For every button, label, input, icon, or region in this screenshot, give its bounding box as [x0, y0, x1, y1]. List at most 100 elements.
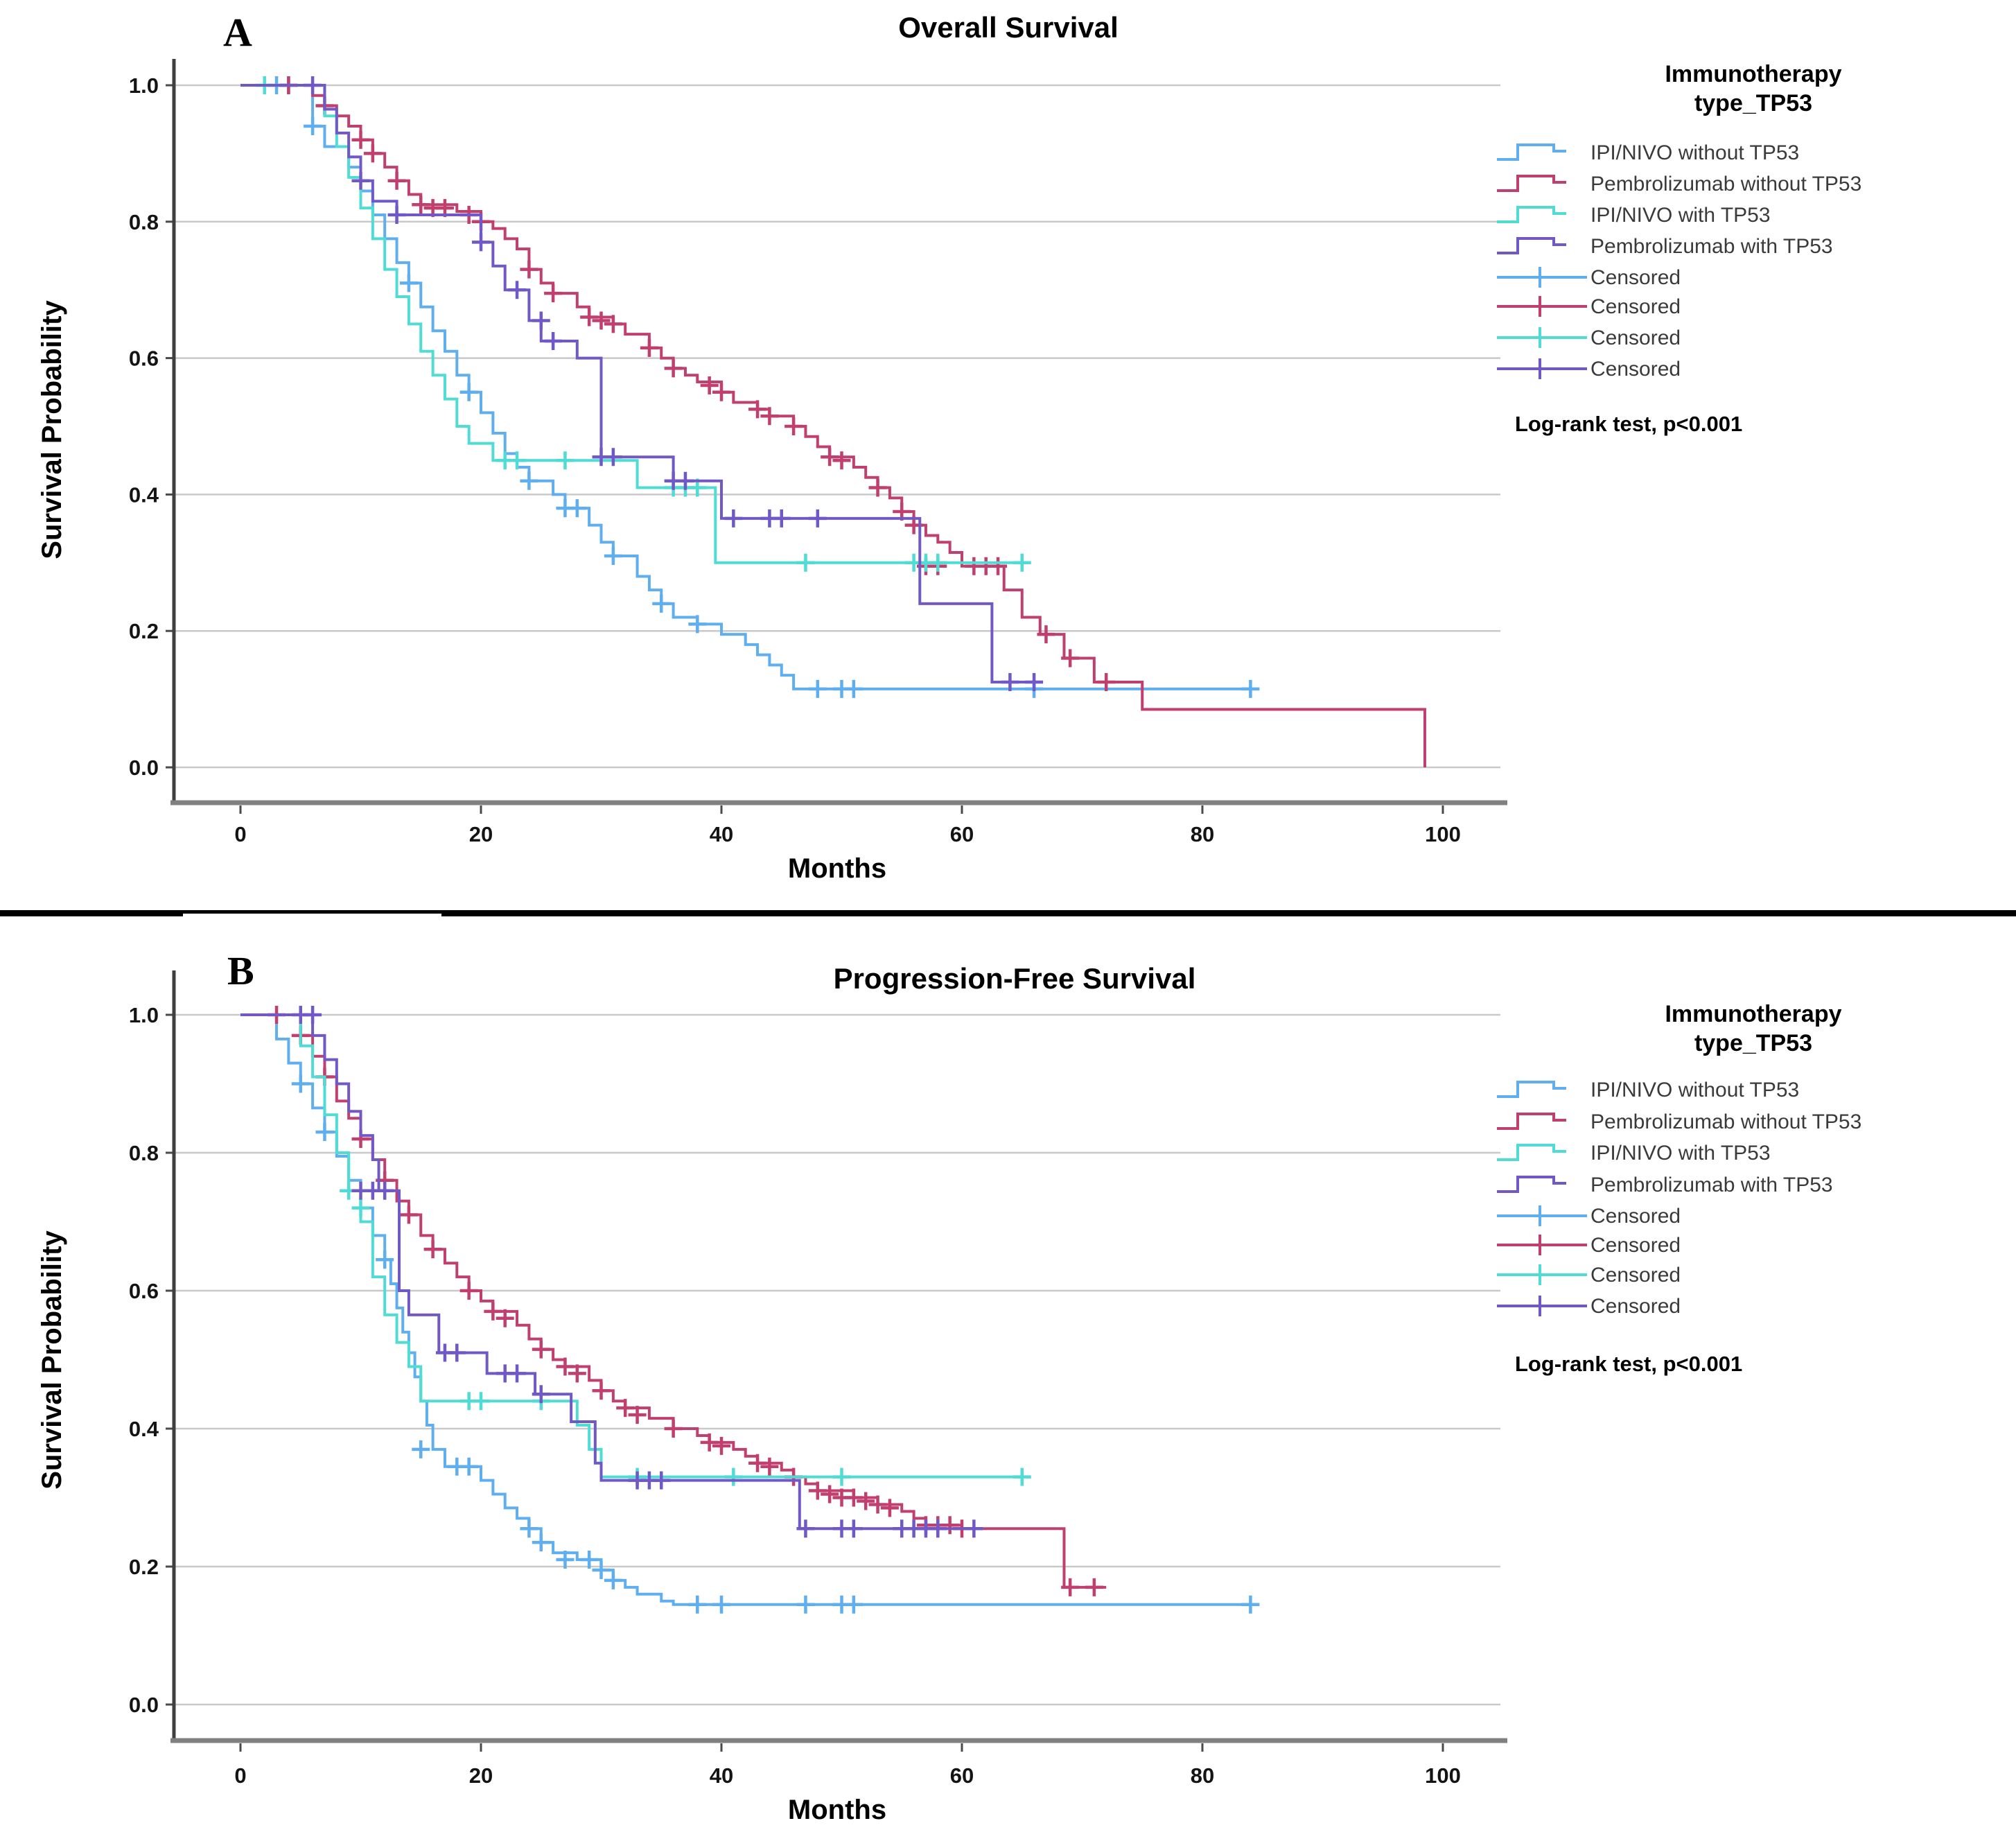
- censor-mark: [940, 1516, 959, 1535]
- censor-mark: [712, 1436, 730, 1455]
- legend-item-label: Censored: [1590, 295, 1681, 318]
- censor-mark: [544, 332, 563, 350]
- censor-mark: [676, 471, 694, 490]
- censor-mark: [844, 1488, 863, 1507]
- censor-marks-ipi-nivo-without-tp53: [291, 1074, 1260, 1614]
- censor-mark: [423, 1240, 442, 1259]
- km-curve-ipi-nivo-without-tp53: [240, 1013, 1251, 1606]
- censor-mark: [544, 284, 563, 303]
- censor-mark: [580, 1551, 599, 1569]
- censor-mark: [844, 1519, 863, 1538]
- censor-mark: [844, 679, 863, 698]
- x-tick-label: 0: [234, 1763, 246, 1788]
- x-tick-label: 100: [1425, 1763, 1461, 1788]
- panel-b-title: Progression-Free Survival: [834, 962, 1196, 995]
- panel-overall-survival: 1.0 0.8 0.6 0.4 0.2 0.0 0 20 40 60 80 100 A Overall…: [37, 10, 1861, 884]
- legend-item: Censored: [1497, 1205, 1681, 1228]
- km-curve-pembrolizumab-without-tp53: [240, 1013, 1107, 1589]
- x-tick-label: 40: [710, 1763, 733, 1788]
- legend-item: Censored: [1497, 1234, 1681, 1257]
- legend-item-label: Censored: [1590, 266, 1681, 289]
- y-tick-label: 1.0: [129, 1003, 159, 1027]
- censor-mark: [1097, 673, 1116, 691]
- panel-b-ylabel: Survival Probability: [37, 1230, 67, 1490]
- legend-b-title-line1: Immunotherapy: [1665, 1001, 1841, 1027]
- censor-mark: [520, 1519, 538, 1538]
- censor-mark: [1061, 649, 1080, 668]
- censor-mark: [1241, 679, 1260, 698]
- legend-line-sample: [1497, 237, 1566, 254]
- censor-mark: [821, 448, 839, 467]
- x-tick-label: 60: [950, 822, 974, 846]
- censor-mark: [604, 546, 622, 565]
- censor-mark: [929, 553, 947, 572]
- censor-mark: [1085, 1578, 1103, 1596]
- censor-mark: [880, 1499, 899, 1517]
- censor-mark: [532, 1340, 550, 1359]
- censor-mark: [351, 130, 370, 149]
- legend-line-sample: [1497, 1144, 1566, 1161]
- censor-mark: [351, 1199, 370, 1217]
- legend-line-sample: [1497, 1113, 1566, 1130]
- censor-marks-pembrolizumab-without-tp53: [279, 76, 1116, 691]
- censor-mark: [785, 417, 803, 435]
- censor-mark: [568, 1364, 586, 1383]
- censor-mark: [412, 195, 430, 214]
- censor-mark: [664, 1420, 683, 1438]
- legend-item-label: Pembrolizumab with TP53: [1590, 235, 1833, 258]
- censor-mark: [496, 1309, 514, 1327]
- censor-mark: [688, 615, 707, 634]
- censor-mark: [700, 376, 719, 394]
- censor-mark: [616, 1399, 635, 1418]
- censor-mark: [832, 1467, 851, 1486]
- censor-mark: [688, 1595, 707, 1614]
- legend-item-label: Pembrolizumab with TP53: [1590, 1174, 1833, 1196]
- legend-item-label: Pembrolizumab without TP53: [1590, 1110, 1861, 1133]
- censor-mark: [821, 1485, 839, 1504]
- legend-item: Pembrolizumab without TP53: [1497, 1110, 1861, 1133]
- censor-mark: [472, 233, 490, 252]
- y-tick-label: 0.4: [129, 482, 159, 507]
- censor-mark: [1241, 1595, 1260, 1614]
- legend-item: Censored: [1497, 295, 1681, 318]
- censor-mark: [1037, 625, 1055, 644]
- x-tick-label: 80: [1191, 822, 1214, 846]
- censor-mark: [556, 451, 575, 470]
- legend-line-sample: [1497, 1081, 1566, 1098]
- censor-mark: [1001, 673, 1019, 691]
- censor-mark: [808, 1481, 827, 1500]
- censor-mark: [832, 451, 851, 470]
- censor-mark: [568, 499, 586, 518]
- censor-mark: [652, 1471, 671, 1490]
- censor-mark: [376, 1250, 394, 1269]
- legend-item-label: IPI/NIVO with TP53: [1590, 1142, 1771, 1165]
- censor-mark: [556, 1357, 575, 1376]
- y-tick-label: 0.2: [129, 619, 159, 643]
- legend-item: Pembrolizumab with TP53: [1497, 235, 1833, 258]
- x-tick-label: 60: [950, 1763, 974, 1788]
- panel-divider-line: [0, 910, 2016, 916]
- censor-mark: [520, 260, 538, 279]
- censor-mark: [508, 451, 527, 470]
- legend-a-title-line2: type_TP53: [1694, 90, 1812, 116]
- legend-item-label: IPI/NIVO with TP53: [1590, 204, 1771, 227]
- legend-item-label: IPI/NIVO without TP53: [1590, 1079, 1799, 1101]
- censor-mark: [351, 171, 370, 190]
- censor-mark: [628, 1406, 647, 1424]
- panel-a-ylabel: Survival Probability: [37, 300, 67, 559]
- y-tick-label: 0.6: [129, 1279, 159, 1303]
- legend-item: Censored: [1497, 358, 1681, 381]
- legend-item: Censored: [1497, 326, 1681, 349]
- censor-marks-ipi-nivo-without-tp53: [268, 76, 1260, 698]
- legend-item: IPI/NIVO with TP53: [1497, 204, 1771, 227]
- censor-mark: [724, 509, 743, 528]
- panel-a-title: Overall Survival: [898, 11, 1119, 44]
- censor-mark: [399, 1205, 418, 1224]
- log-rank-note-a: Log-rank test, p<0.001: [1515, 412, 1742, 436]
- panel-divider-notch: [183, 914, 441, 955]
- censor-mark: [796, 1519, 815, 1538]
- censor-mark: [772, 509, 791, 528]
- y-tick-label: 0.0: [129, 756, 159, 780]
- censor-mark: [448, 1343, 466, 1362]
